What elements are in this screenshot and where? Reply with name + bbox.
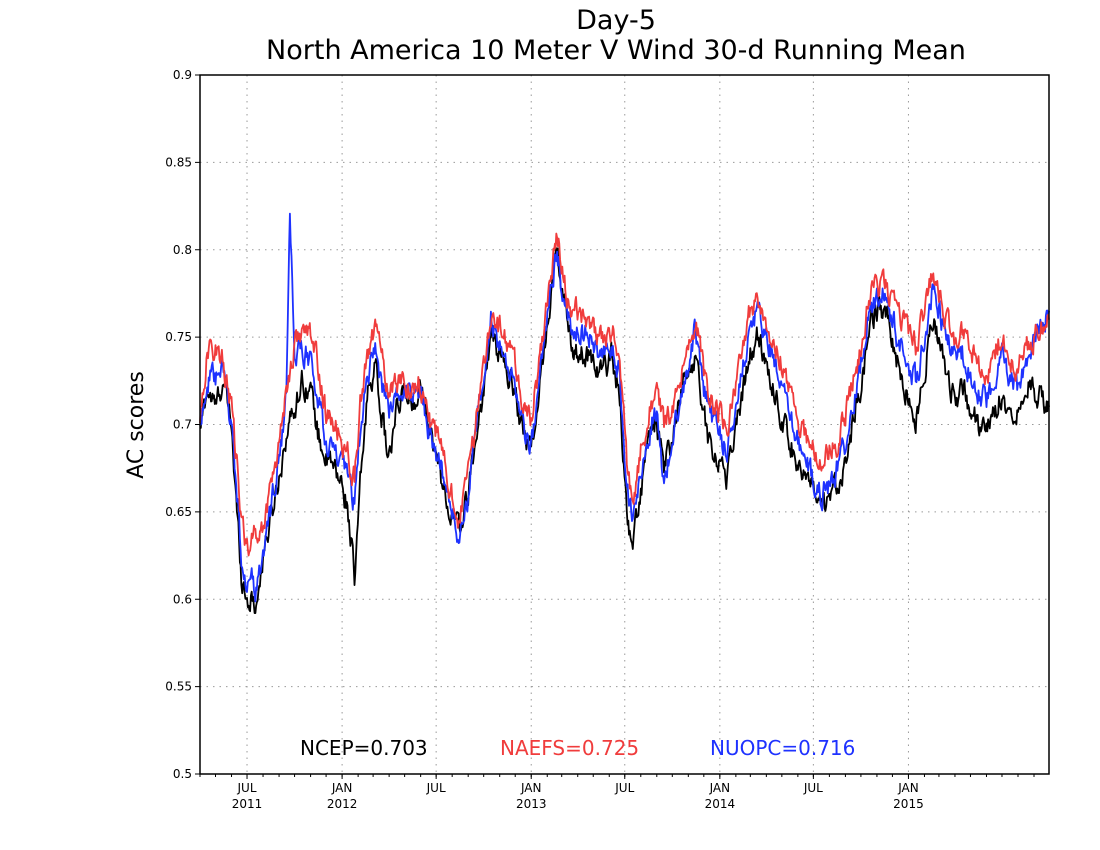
y-tick-label: 0.85 xyxy=(165,155,192,169)
series-line-ncep xyxy=(199,247,1050,614)
x-axis: JUL 2011 JAN 2012 JUL JAN 2013 JUL JAN 2014 JUL JAN… xyxy=(199,774,1035,811)
y-axis: 0.5 0.55 0.6 0.65 0.7 0.75 0.8 0.85 0.9 xyxy=(165,68,200,781)
series-line-naefs xyxy=(199,232,1050,557)
x-tick-month-label: JAN xyxy=(897,781,919,795)
y-tick-label: 0.7 xyxy=(173,418,192,432)
x-tick-year-label: 2014 xyxy=(705,797,736,811)
chart-title: Day-5 xyxy=(576,5,656,36)
x-tick-year-label: 2015 xyxy=(893,797,924,811)
x-tick-year-label: 2013 xyxy=(516,797,547,811)
x-tick-year-label: 2011 xyxy=(232,797,263,811)
y-tick-label: 0.5 xyxy=(173,767,192,781)
x-tick-month-label: JUL xyxy=(426,781,446,795)
y-tick-label: 0.65 xyxy=(165,505,192,519)
x-tick-month-label: JUL xyxy=(614,781,634,795)
x-tick-month-label: JAN xyxy=(520,781,542,795)
x-tick-month-label: JAN xyxy=(709,781,731,795)
x-tick-month-label: JUL xyxy=(237,781,257,795)
legend-entry-nuopc: NUOPC=0.716 xyxy=(710,736,855,760)
chart-subtitle: North America 10 Meter V Wind 30-d Runni… xyxy=(266,35,966,66)
y-tick-label: 0.55 xyxy=(165,680,192,694)
legend-entry-naefs: NAEFS=0.725 xyxy=(500,736,639,760)
y-axis-label: AC scores xyxy=(124,371,149,479)
y-tick-label: 0.9 xyxy=(173,68,192,82)
y-tick-label: 0.6 xyxy=(173,592,192,606)
x-tick-month-label: JUL xyxy=(803,781,823,795)
legend-entry-ncep: NCEP=0.703 xyxy=(300,736,428,760)
series-line-nuopc xyxy=(199,212,1050,603)
y-tick-label: 0.75 xyxy=(165,330,192,344)
legend: NCEP=0.703 NAEFS=0.725 NUOPC=0.716 xyxy=(300,736,855,760)
x-tick-year-label: 2012 xyxy=(327,797,358,811)
y-tick-label: 0.8 xyxy=(173,243,192,257)
series-lines xyxy=(199,212,1050,614)
x-tick-month-label: JAN xyxy=(331,781,353,795)
